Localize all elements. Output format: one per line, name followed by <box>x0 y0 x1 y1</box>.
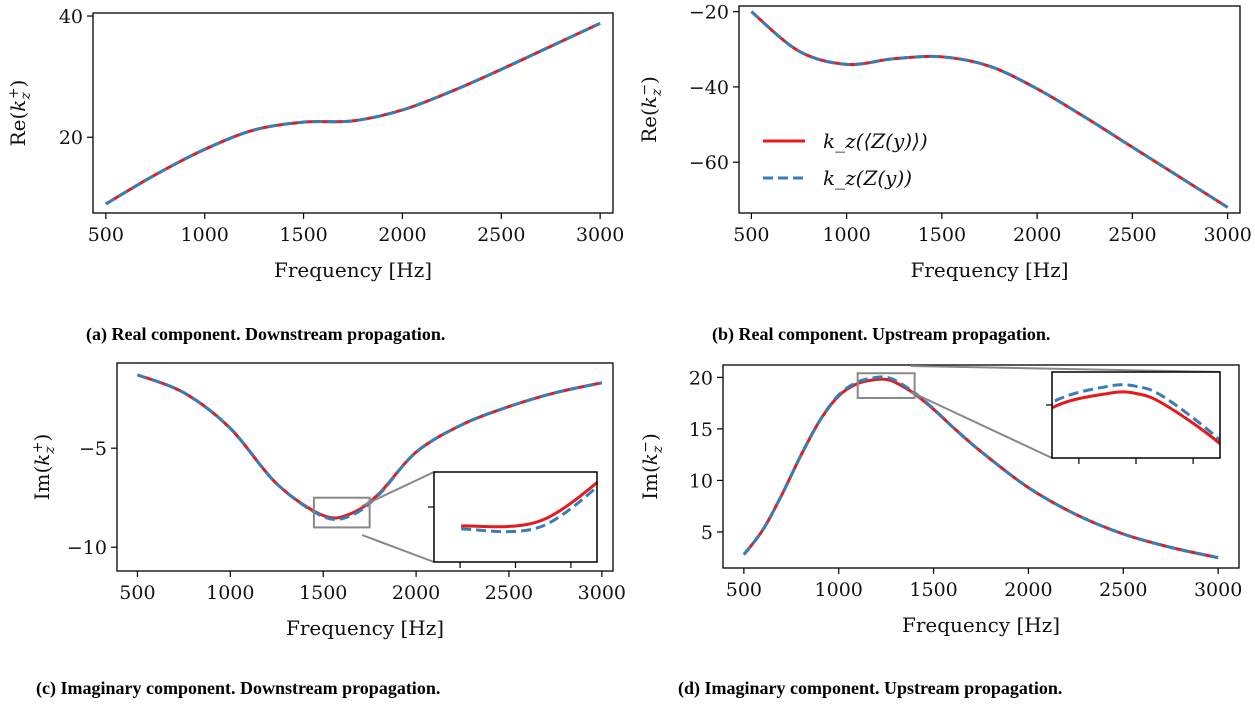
inset-series-c-1 <box>461 484 597 534</box>
y-axis-label-a: Re(kz+) <box>6 80 34 147</box>
x-axis-label-d: Frequency [Hz] <box>902 613 1060 637</box>
inset-series-c-0 <box>461 480 597 529</box>
x-tick-label-a-5: 3000 <box>576 224 624 246</box>
x-tick-label-c-4: 2500 <box>485 582 533 604</box>
inset-series-d-0 <box>1052 390 1220 446</box>
plot-frame-b <box>738 5 1241 214</box>
y-tick-label-d-2: 15 <box>689 419 713 441</box>
series-line-d-1 <box>742 375 1219 560</box>
x-axis-label-b: Frequency [Hz] <box>910 258 1068 282</box>
plot-frame-c <box>116 362 614 572</box>
x-tick-label-d-2: 1500 <box>909 579 957 601</box>
x-tick-label-a-3: 2000 <box>378 224 426 246</box>
y-axis-label-d: Im(kz−) <box>638 433 666 500</box>
series-line-b-1 <box>750 10 1229 209</box>
x-tick-label-c-1: 1000 <box>206 582 254 604</box>
y-tick-label-b-1: −40 <box>689 77 729 99</box>
zoom-region-c <box>312 496 371 529</box>
x-tick-label-b-4: 2500 <box>1108 224 1156 246</box>
x-tick-label-d-1: 1000 <box>815 579 863 601</box>
y-tick-label-d-1: 10 <box>689 470 713 492</box>
x-axis-label-c: Frequency [Hz] <box>286 616 444 640</box>
y-tick-label-b-0: −20 <box>689 2 729 24</box>
plot-frame-a <box>92 12 614 214</box>
inset-bg-c <box>434 472 597 562</box>
zoom-region-d <box>856 372 916 399</box>
caption-a: (a) Real component. Downstream propagati… <box>86 324 446 344</box>
x-tick-label-c-3: 2000 <box>392 582 440 604</box>
y-tick-label-c-1: −10 <box>67 537 107 559</box>
y-tick-label-a-1: 40 <box>59 6 83 28</box>
x-tick-label-c-5: 3000 <box>578 582 626 604</box>
series-line-c-1 <box>136 373 603 521</box>
x-tick-label-d-4: 2500 <box>1099 579 1147 601</box>
y-tick-label-a-0: 20 <box>59 127 83 149</box>
x-tick-label-d-5: 3000 <box>1194 579 1242 601</box>
y-tick-label-b-2: −60 <box>689 152 729 174</box>
x-tick-label-c-0: 500 <box>119 582 155 604</box>
y-tick-label-d-3: 20 <box>689 367 713 389</box>
x-tick-label-d-3: 2000 <box>1004 579 1052 601</box>
x-tick-label-b-3: 2000 <box>1013 224 1061 246</box>
zoom-connector-d-1 <box>910 365 1221 373</box>
x-tick-label-b-5: 3000 <box>1203 224 1251 246</box>
zoom-connector-c-2 <box>361 534 435 563</box>
y-tick-label-c-0: −5 <box>79 438 107 460</box>
caption-b: (b) Real component. Upstream propagation… <box>712 324 1051 344</box>
x-tick-label-d-0: 500 <box>726 579 762 601</box>
chart-a: 500 1000 1500 2000 2500 3000 20 40 Frequency [Hz… <box>6 6 624 282</box>
x-tick-label-a-1: 1000 <box>181 224 229 246</box>
x-tick-label-c-2: 1500 <box>299 582 347 604</box>
caption-d: (d) Imaginary component. Upstream propag… <box>678 678 1063 698</box>
series-line-a-0 <box>105 21 601 206</box>
x-tick-label-b-0: 500 <box>733 224 769 246</box>
chart-d: 500 1000 1500 2000 2500 3000 5 10 15 20 Frequency … <box>638 364 1242 637</box>
y-axis-label-c: Im(kz+) <box>30 434 58 501</box>
legend-b: k_z(⟨Z(y)⟩) k_z(Z(y)) <box>763 129 928 190</box>
legend-label-b-0: k_z(⟨Z(y)⟩) <box>823 129 928 153</box>
y-tick-label-d-0: 5 <box>701 522 713 544</box>
x-tick-label-a-4: 2500 <box>477 224 525 246</box>
x-tick-label-a-2: 1500 <box>279 224 327 246</box>
y-axis-label-b: Re(kz−) <box>637 76 665 143</box>
inset-series-d-1 <box>1052 383 1220 443</box>
plot-frame-d <box>722 364 1240 569</box>
chart-b: 500 1000 1500 2000 2500 3000 −20 −40 −60 Frequenc… <box>637 2 1252 282</box>
caption-c: (c) Imaginary component. Downstream prop… <box>36 678 441 698</box>
x-tick-label-b-1: 1000 <box>822 224 870 246</box>
chart-c: 500 1000 1500 2000 2500 3000 −5 −10 Frequency [H… <box>30 362 626 640</box>
legend-label-b-1: k_z(Z(y)) <box>823 166 912 190</box>
zoom-connector-d-2 <box>910 391 1053 459</box>
zoom-connector-c-1 <box>361 471 435 507</box>
x-axis-label-a: Frequency [Hz] <box>274 258 432 282</box>
series-line-a-1 <box>105 21 601 206</box>
x-tick-label-a-0: 500 <box>88 224 124 246</box>
x-tick-label-b-2: 1500 <box>918 224 966 246</box>
